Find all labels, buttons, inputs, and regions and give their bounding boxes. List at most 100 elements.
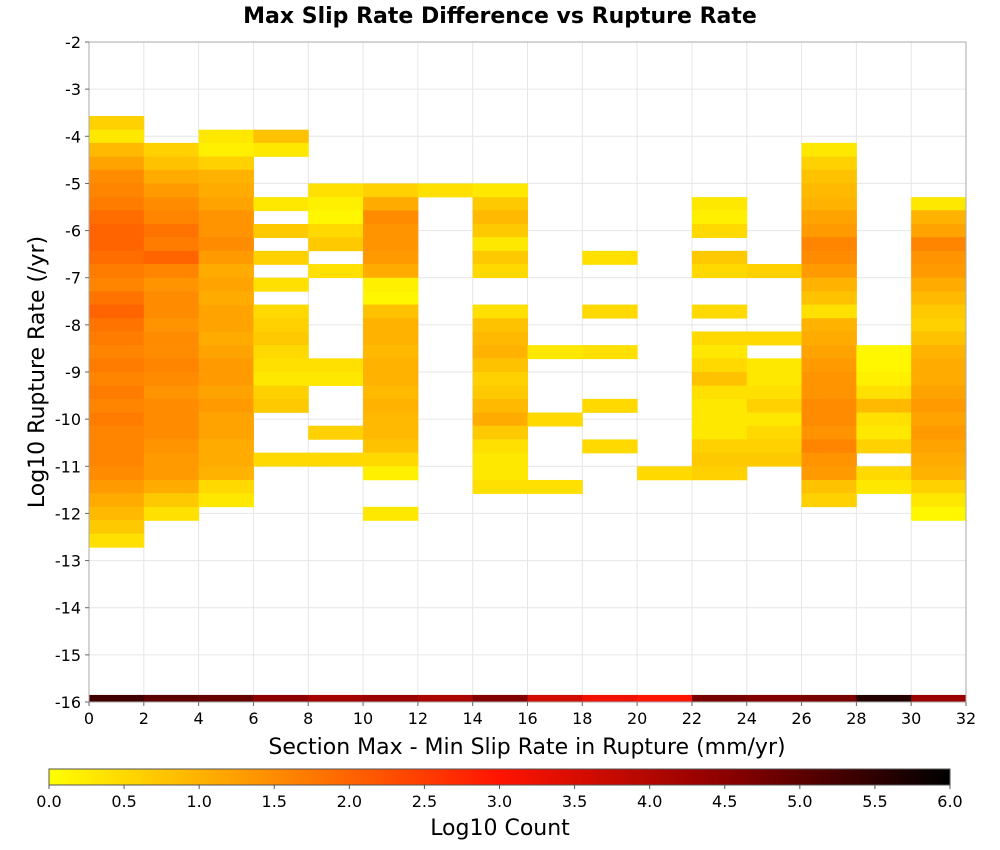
heatmap-cell [801, 250, 857, 265]
heatmap-cell [143, 277, 200, 292]
heatmap-cell [143, 345, 200, 360]
colorbar-tick-label: 3.5 [562, 792, 587, 811]
x-tick-label: 14 [463, 709, 483, 728]
heatmap-cell-bottom [746, 694, 803, 702]
heatmap-cell [911, 304, 967, 319]
y-tick-label: -6 [65, 222, 81, 241]
colorbar-tick-label: 0.5 [111, 792, 136, 811]
heatmap-cell [308, 210, 364, 225]
heatmap-cell [911, 358, 967, 373]
heatmap-cell [472, 372, 528, 386]
heatmap-cell [308, 425, 364, 440]
heatmap-cell [801, 183, 857, 198]
y-tick-label: -3 [65, 80, 81, 99]
heatmap-cell [143, 439, 200, 454]
heatmap-cell [856, 425, 912, 440]
x-axis-ticks: 0 2 4 6 8 10 12 14 16 18 20 22 24 26 28 30 32 [84, 702, 976, 728]
heatmap-cell [911, 372, 967, 386]
heatmap-cell [801, 398, 857, 413]
heatmap-cell [308, 237, 364, 252]
heatmap-cell [856, 398, 912, 413]
heatmap-cell [89, 264, 145, 279]
heatmap-cell [253, 129, 309, 144]
heatmap-cell [582, 304, 638, 319]
heatmap-cell [472, 237, 528, 252]
colorbar-label: Log10 Count [430, 816, 570, 841]
heatmap-cell [472, 183, 528, 198]
heatmap-cell-bottom [198, 694, 254, 702]
heatmap-cell [691, 385, 748, 400]
heatmap-cell [911, 412, 967, 427]
heatmap-cell [801, 304, 857, 319]
x-tick-label: 2 [139, 709, 149, 728]
heatmap-cell [363, 358, 419, 373]
heatmap-cell [89, 156, 145, 171]
heatmap-cell [198, 223, 254, 238]
heatmap-cell [89, 412, 145, 427]
heatmap-cell [198, 210, 254, 225]
heatmap-cell [198, 479, 254, 494]
heatmap-cell [253, 142, 309, 157]
heatmap-cell [472, 425, 528, 440]
heatmap-cell [746, 425, 803, 440]
heatmap-cell-bottom [582, 694, 638, 702]
heatmap-cell [691, 439, 748, 454]
heatmap-cell [582, 439, 638, 454]
heatmap-cell [801, 291, 857, 306]
heatmap-cell [856, 385, 912, 400]
heatmap-cell [143, 264, 200, 279]
heatmap-cell [911, 398, 967, 413]
heatmap-cell [472, 358, 528, 373]
x-tick-label: 24 [737, 709, 757, 728]
heatmap-cell [89, 318, 145, 333]
heatmap-cell [472, 331, 528, 346]
heatmap-cell [363, 183, 419, 198]
x-tick-label: 22 [682, 709, 702, 728]
heatmap-cell-bottom [363, 694, 419, 702]
heatmap-cell [308, 372, 364, 386]
heatmap-cells [89, 116, 967, 702]
x-tick-label: 28 [846, 709, 866, 728]
heatmap-cell [801, 264, 857, 279]
heatmap-cell-bottom [417, 694, 474, 702]
heatmap-cell [472, 439, 528, 454]
heatmap-cell [89, 210, 145, 225]
heatmap-cell [856, 479, 912, 494]
heatmap-cell [363, 250, 419, 265]
heatmap-cell-bottom [143, 694, 200, 702]
heatmap-cell [363, 452, 419, 467]
heatmap-cell [472, 318, 528, 333]
heatmap-cell-bottom [527, 694, 583, 702]
colorbar [48, 768, 951, 786]
heatmap-cell [801, 412, 857, 427]
heatmap-cell [308, 358, 364, 373]
heatmap-cell [746, 264, 803, 279]
heatmap-cell [691, 358, 748, 373]
heatmap-cell [198, 318, 254, 333]
heatmap-cell [89, 169, 145, 184]
heatmap-cell [801, 425, 857, 440]
heatmap-cell [308, 197, 364, 212]
y-tick-label: -14 [55, 599, 81, 618]
heatmap-cell [527, 412, 583, 427]
heatmap-cell [89, 129, 145, 144]
heatmap-cell [198, 493, 254, 508]
heatmap-cell [143, 452, 200, 467]
heatmap-cell [198, 398, 254, 413]
heatmap-cell-bottom [856, 694, 912, 702]
heatmap-cell [691, 425, 748, 440]
heatmap-cell [198, 250, 254, 265]
heatmap-cell [89, 439, 145, 454]
y-tick-label: -16 [55, 693, 81, 712]
heatmap-cell [911, 466, 967, 481]
heatmap-cell [253, 398, 309, 413]
heatmap-cell [582, 345, 638, 360]
heatmap-cell [911, 493, 967, 508]
heatmap-cell [746, 439, 803, 454]
heatmap-cell [363, 291, 419, 306]
y-tick-label: -15 [55, 646, 81, 665]
colorbar-tick-label: 5.5 [862, 792, 887, 811]
y-axis-ticks: -2 -3 -4 -5 -6 -7 -8 -9 -10 -11 -12 -13 -14 -15 -16 [55, 33, 89, 712]
heatmap-cell [253, 345, 309, 360]
heatmap-cell [143, 169, 200, 184]
